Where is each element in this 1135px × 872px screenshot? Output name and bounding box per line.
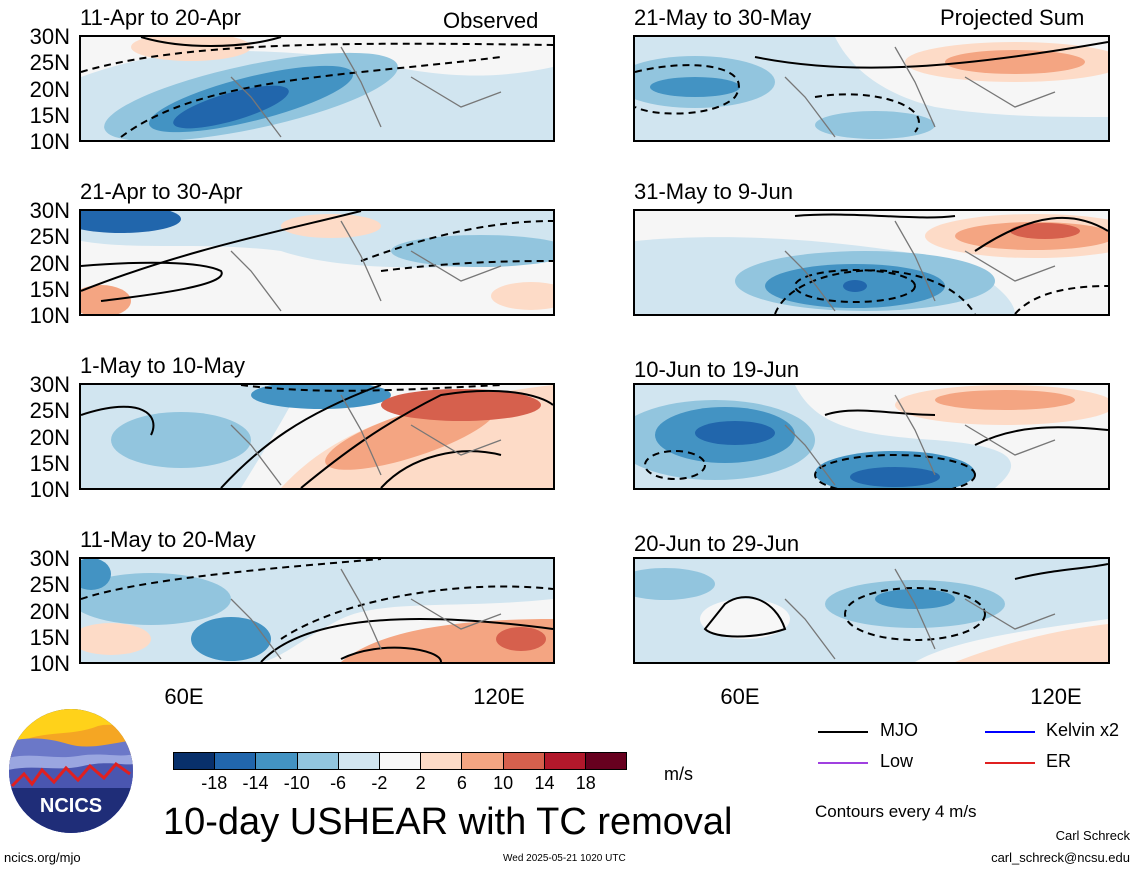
map-panel bbox=[79, 35, 555, 142]
tick-label: 20N bbox=[29, 425, 70, 450]
panel-title: 21-May to 30-May bbox=[634, 5, 812, 30]
logo-text: NCICS bbox=[40, 795, 102, 817]
tick-label: 15N bbox=[29, 103, 70, 128]
colorbar-label: -10 bbox=[283, 773, 310, 793]
tick-label: 120E bbox=[473, 684, 525, 709]
legend-label: Low bbox=[880, 751, 914, 771]
colorbar-swatch bbox=[337, 753, 379, 769]
tick-label: 120E bbox=[1030, 684, 1082, 709]
tick-label: 30N bbox=[29, 198, 70, 223]
colorbar-label: -6 bbox=[330, 773, 347, 793]
legend-mjo-line bbox=[818, 731, 868, 733]
panel-label: Projected Sum bbox=[940, 5, 1085, 30]
tick-label: 15N bbox=[29, 625, 70, 650]
panel-title: 21-Apr to 30-Apr bbox=[80, 179, 243, 204]
legend-kelvin-line bbox=[985, 731, 1035, 733]
colorbar-label: 6 bbox=[456, 773, 467, 793]
map-panel bbox=[79, 383, 555, 490]
tick-label: 10N bbox=[29, 651, 70, 676]
tick-label: 20N bbox=[29, 251, 70, 276]
colorbar-swatch bbox=[461, 753, 503, 769]
colorbar-label: 14 bbox=[534, 773, 555, 793]
colorbar-label: -14 bbox=[242, 773, 269, 793]
panel-label: Observed bbox=[443, 8, 539, 33]
tick-label: 20N bbox=[29, 599, 70, 624]
colorbar-swatch bbox=[174, 753, 215, 769]
tick-label: 60E bbox=[164, 684, 204, 709]
colorbar-swatch bbox=[584, 753, 627, 769]
tick-label: 30N bbox=[29, 24, 70, 49]
tick-label: 15N bbox=[29, 451, 70, 476]
map-panel bbox=[79, 209, 555, 316]
legend-label: ER bbox=[1046, 751, 1072, 771]
colorbar-swatch bbox=[420, 753, 462, 769]
panel-title: 31-May to 9-Jun bbox=[634, 179, 793, 204]
colorbar-swatch bbox=[296, 753, 338, 769]
tick-label: 25N bbox=[29, 50, 70, 75]
contour-note: Contours every 4 m/s bbox=[815, 802, 977, 821]
tick-label: 10N bbox=[29, 303, 70, 328]
colorbar bbox=[173, 752, 627, 770]
tick-label: 25N bbox=[29, 224, 70, 249]
map-panel bbox=[633, 383, 1110, 490]
footer-author: Carl Schreck bbox=[1055, 828, 1130, 843]
panel-title: 20-Jun to 29-Jun bbox=[634, 531, 800, 556]
colorbar-label: 2 bbox=[415, 773, 426, 793]
map-panel bbox=[633, 209, 1110, 316]
main-title: 10-day USHEAR with TC removal bbox=[163, 801, 733, 843]
colorbar-swatch bbox=[502, 753, 544, 769]
map-panel bbox=[633, 35, 1110, 142]
tick-label: 10N bbox=[29, 129, 70, 154]
tick-label: 20N bbox=[29, 77, 70, 102]
tick-label: 25N bbox=[29, 398, 70, 423]
map-panel bbox=[633, 557, 1110, 664]
colorbar-swatch bbox=[543, 753, 585, 769]
colorbar-swatch bbox=[214, 753, 256, 769]
footer-email: carl_schreck@ncsu.edu bbox=[991, 850, 1130, 865]
tick-label: 30N bbox=[29, 546, 70, 571]
tick-label: 15N bbox=[29, 277, 70, 302]
panel-title: 11-Apr to 20-Apr bbox=[80, 5, 242, 30]
colorbar-unit: m/s bbox=[664, 764, 693, 784]
colorbar-label: 18 bbox=[575, 773, 596, 793]
colorbar-swatch bbox=[378, 753, 421, 769]
tick-label: 60E bbox=[720, 684, 760, 709]
colorbar-label: -2 bbox=[371, 773, 388, 793]
tick-label: 10N bbox=[29, 477, 70, 502]
footer-timestamp: Wed 2025-05-21 1020 UTC bbox=[503, 853, 626, 864]
ncics-logo: NCICS bbox=[8, 708, 134, 834]
tick-label: 30N bbox=[29, 372, 70, 397]
legend-low-line bbox=[818, 762, 868, 764]
map-panel bbox=[79, 557, 555, 664]
colorbar-swatch bbox=[255, 753, 297, 769]
legend-label: MJO bbox=[880, 720, 918, 740]
colorbar-label: 10 bbox=[493, 773, 514, 793]
panel-title: 1-May to 10-May bbox=[80, 353, 246, 378]
legend-er-line bbox=[985, 762, 1035, 764]
footer-url: ncics.org/mjo bbox=[4, 850, 81, 865]
panel-title: 10-Jun to 19-Jun bbox=[634, 357, 800, 382]
legend-label: Kelvin x2 bbox=[1046, 720, 1120, 740]
colorbar-label: -18 bbox=[201, 773, 228, 793]
panel-title: 11-May to 20-May bbox=[80, 527, 256, 552]
tick-label: 25N bbox=[29, 572, 70, 597]
